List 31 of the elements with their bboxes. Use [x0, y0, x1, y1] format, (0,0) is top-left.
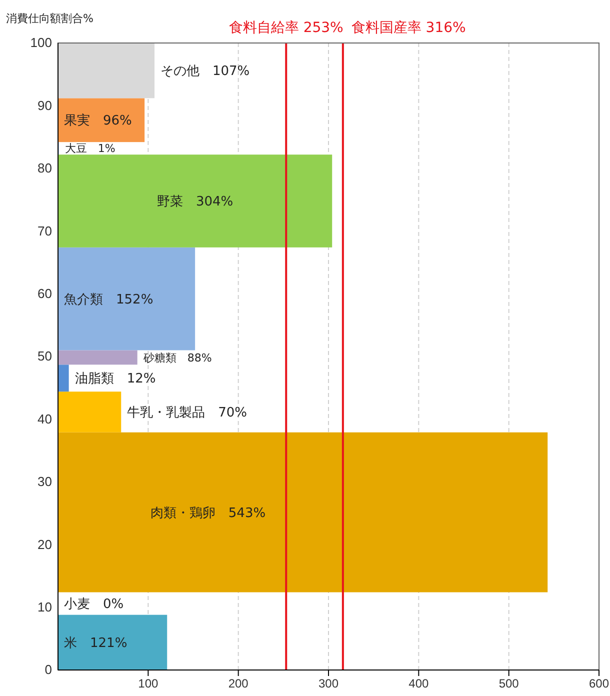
- x-tick-label: 400: [408, 676, 429, 691]
- y-tick-label: 100: [30, 35, 52, 50]
- ref-line-label: 食料自給率 253%: [228, 20, 344, 36]
- data-label: 牛乳・乳製品 70%: [127, 406, 248, 421]
- x-tick-label: 300: [318, 676, 339, 691]
- x-tick-label: 500: [498, 676, 520, 691]
- data-label: 大豆 1%: [64, 142, 116, 156]
- y-tick-label: 10: [38, 599, 52, 614]
- data-label: 魚介類 152%: [64, 292, 154, 308]
- data-label: 肉類・鶏卵 543%: [150, 506, 266, 521]
- y-tick-label: 60: [38, 286, 52, 301]
- y-tick-label: 50: [38, 348, 52, 364]
- y-tick-label: 0: [44, 662, 52, 678]
- data-label: 砂糖類 88%: [142, 351, 212, 364]
- y-tick-label: 20: [38, 536, 52, 552]
- data-label: 野菜 304%: [156, 194, 234, 210]
- y-tick-label: 40: [38, 411, 52, 426]
- data-label: その他 107%: [160, 64, 250, 80]
- y-tick-label: 90: [38, 98, 52, 113]
- y-tick-label: 70: [38, 223, 52, 238]
- data-label: 油脂類 12%: [74, 372, 156, 387]
- x-tick-label: 600: [588, 676, 610, 691]
- y-axis-title: 消費仕向額割合%: [6, 12, 94, 25]
- y-tick-label: 30: [38, 474, 52, 490]
- data-label: 果実 96%: [64, 112, 132, 129]
- x-tick-label: 100: [138, 676, 158, 691]
- data-label: 小麦 0%: [64, 597, 124, 612]
- y-tick-label: 80: [38, 160, 52, 176]
- ref-line-label: 食料国産率 316%: [351, 20, 466, 36]
- x-tick-label: 200: [228, 676, 249, 691]
- data-label: 米 121%: [64, 636, 128, 651]
